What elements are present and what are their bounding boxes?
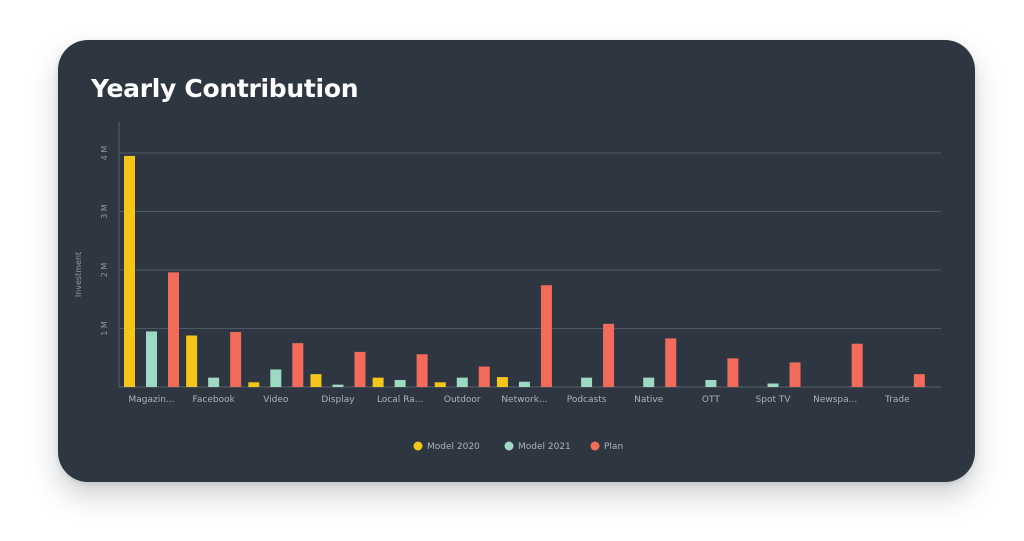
bar [292, 343, 304, 387]
legend-marker [504, 441, 514, 451]
bar [456, 377, 468, 387]
bar [270, 369, 282, 387]
bar [332, 384, 344, 387]
legend-marker [590, 441, 600, 451]
bar [518, 381, 530, 387]
bar [186, 335, 198, 387]
bar [230, 332, 242, 387]
x-tick-label: Podcasts [567, 395, 607, 405]
bar [354, 351, 366, 387]
x-tick-label: Local Ra... [377, 395, 423, 405]
bar [851, 343, 863, 387]
x-tick-label: Video [263, 395, 289, 405]
bar [727, 358, 739, 387]
legend-label: Model 2020 [427, 442, 480, 452]
bar [248, 382, 260, 387]
bar-chart: 1 M 2 M 3 M 4 M Investment Magazin... Facebook… [74, 122, 941, 452]
bar [146, 331, 157, 387]
x-tick-label: Native [634, 395, 664, 405]
x-tick-label: Display [321, 395, 355, 405]
x-tick-label: Facebook [193, 395, 236, 405]
chart-card: Yearly Contribution 1 M 2 M 3 M 4 M Investme… [58, 40, 975, 482]
bar [434, 382, 446, 387]
bar [310, 374, 322, 387]
x-tick-label: Network... [501, 395, 547, 405]
bar [168, 272, 179, 387]
bar [496, 377, 508, 387]
bar [394, 379, 406, 387]
bar [416, 354, 428, 387]
y-tick-label: 1 M [100, 321, 109, 336]
bar [124, 155, 135, 387]
x-tick-label: Spot TV [756, 395, 792, 405]
x-tick-label: Magazin... [128, 395, 174, 405]
y-tick-label: 2 M [100, 263, 109, 278]
x-tick-label: Outdoor [444, 395, 481, 405]
chart-title: Yearly Contribution [91, 74, 359, 103]
bar [665, 338, 677, 387]
x-tick-label: OTT [702, 395, 720, 405]
bar [208, 377, 220, 387]
x-tick-label: Trade [884, 395, 910, 405]
bar [581, 377, 593, 387]
bar [705, 379, 717, 387]
bar [913, 374, 925, 387]
legend-marker [413, 441, 423, 451]
legend-label: Plan [604, 442, 623, 452]
y-tick-label: 3 M [100, 204, 109, 219]
y-axis-title: Investment [74, 252, 83, 297]
y-tick-label: 4 M [100, 146, 109, 161]
bar [789, 362, 801, 387]
bar [603, 323, 615, 387]
x-tick-label: Newspa... [813, 395, 857, 405]
bar [643, 377, 655, 387]
bar [478, 366, 490, 387]
bar [767, 383, 779, 387]
bar [540, 285, 552, 387]
legend-label: Model 2021 [518, 442, 571, 452]
bar [372, 377, 384, 387]
